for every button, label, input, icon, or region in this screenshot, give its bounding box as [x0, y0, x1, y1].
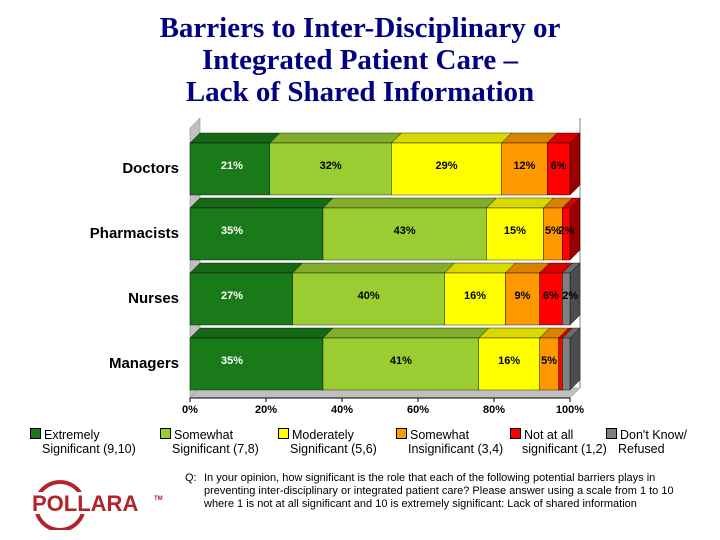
bar-value-label: 21% [221, 160, 243, 172]
logo-tm: TM [154, 496, 163, 502]
bar-segment [391, 142, 502, 196]
title-line-3: Lack of Shared Information [185, 76, 535, 108]
x-tick-label: 20% [255, 404, 277, 416]
legend-swatch [396, 428, 407, 439]
legend-label-line-2: significant (1,2) [522, 442, 607, 456]
legend-item: Somewhat Significant (7,8) [160, 428, 259, 456]
question-text: Q: In your opinion, how significant is t… [185, 472, 705, 511]
legend-swatch [510, 428, 521, 439]
bar-segment [547, 142, 571, 196]
bar-segment-top [189, 327, 334, 339]
bar-segment-top [485, 197, 554, 209]
bar-segment [322, 207, 487, 261]
legend-label-line-2: Significant (5,6) [290, 442, 377, 456]
bar-segment-top [444, 262, 516, 274]
legend-label-line-1: Somewhat [174, 428, 234, 442]
bar-segment-top [189, 197, 334, 209]
bar-value-label: 5% [541, 355, 557, 367]
bar-segment [189, 337, 324, 391]
x-tick-label: 40% [331, 404, 353, 416]
stacked-bar-chart: 0% 20% 40% 60% 80% 100% Doctors 21% 32% 29% 12% 6% P… [90, 117, 584, 416]
pollara-logo: POLLARA TM [26, 480, 164, 530]
bar-segment-top [322, 327, 490, 339]
bar-value-label: 6% [551, 160, 567, 172]
legend-label-line-2: Significant (9,10) [42, 442, 136, 456]
legend-swatch [160, 428, 171, 439]
category-label: Nurses [128, 290, 179, 307]
legend-label-line-1: Extremely [44, 428, 100, 442]
category-label: Pharmacists [90, 225, 179, 242]
bar-segment [444, 272, 506, 326]
legend-item: Don't Know/Refused [606, 428, 687, 456]
legend-label-line-1: Moderately [292, 428, 354, 442]
bar-segment [558, 337, 563, 391]
legend-item: Moderately Significant (5,6) [278, 428, 377, 456]
bar-segment [292, 272, 445, 326]
logo-text: POLLARA [32, 491, 138, 516]
legend-label-line-2: Insignificant (3,4) [408, 442, 504, 456]
bar-segment-top [189, 132, 281, 144]
bar-segment [269, 142, 392, 196]
bar-segment-top [269, 132, 402, 144]
bar-segment-top [292, 262, 456, 274]
bar-value-label: 43% [394, 225, 416, 237]
bar-segment [562, 207, 571, 261]
x-tick-label: 100% [556, 404, 584, 416]
bar-segment [478, 337, 540, 391]
x-tick-label: 80% [483, 404, 505, 416]
title-line-2: Integrated Patient Care – [202, 44, 518, 76]
bar-value-label: 15% [504, 225, 526, 237]
bar-value-label: 12% [513, 160, 535, 172]
category-label: Managers [109, 355, 179, 372]
bar-segment [562, 272, 571, 326]
bar-segment [189, 207, 324, 261]
bar-value-label: 27% [221, 290, 243, 302]
legend-swatch [30, 428, 41, 439]
x-tick-label: 60% [407, 404, 429, 416]
chart-title: Barriers to Inter-Disciplinary or Integr… [60, 12, 660, 108]
legend-label-line-1: Somewhat [410, 428, 470, 442]
bar-value-label: 32% [320, 160, 342, 172]
bar-value-label: 2% [562, 290, 578, 302]
legend-label-line-2: Significant (7,8) [172, 442, 259, 456]
bar-value-label: 16% [498, 355, 520, 367]
bar-value-label: 41% [390, 355, 412, 367]
bar-value-label: 29% [435, 160, 457, 172]
bar-value-label: 5% [545, 225, 561, 237]
bar-value-label: 6% [543, 290, 559, 302]
bar-side [569, 132, 581, 196]
bar-segment-top [390, 132, 513, 144]
bar-segment [322, 337, 480, 391]
bar-value-label: 2% [558, 225, 574, 237]
bar-value-label: 16% [464, 290, 486, 302]
legend-item: Somewhat Insignificant (3,4) [396, 428, 503, 456]
legend-swatch [606, 428, 617, 439]
legend-label-line-1: Don't Know/ [620, 428, 688, 442]
bar-segment [505, 272, 540, 326]
bar-value-label: 9% [515, 290, 531, 302]
legend-item: Not at all significant (1,2) [510, 428, 607, 456]
legend-swatch [278, 428, 289, 439]
x-tick-label: 0% [182, 404, 198, 416]
bar-value-label: 35% [221, 225, 243, 237]
bar-side [569, 327, 581, 391]
bar-value-label: 35% [221, 355, 243, 367]
legend-label-line-2: Refused [618, 442, 665, 456]
bar-segment-top [322, 197, 497, 209]
category-label: Doctors [122, 160, 179, 177]
bar-segment-top [189, 262, 304, 274]
title-line-1: Barriers to Inter-Disciplinary or [159, 12, 561, 44]
question-body: In your opinion, how significant is the … [204, 472, 674, 510]
legend-label-line-1: Not at all [524, 428, 574, 442]
bar-segment [501, 142, 548, 196]
bar-value-label: 40% [358, 290, 380, 302]
question-prefix: Q: [185, 472, 197, 484]
bar-segment [189, 142, 271, 196]
bar-segment [486, 207, 544, 261]
bar-segment [189, 272, 293, 326]
bar-segment [562, 337, 571, 391]
bar-segment-top [478, 327, 551, 339]
legend-item: Extremely Significant (9,10) [30, 428, 136, 456]
